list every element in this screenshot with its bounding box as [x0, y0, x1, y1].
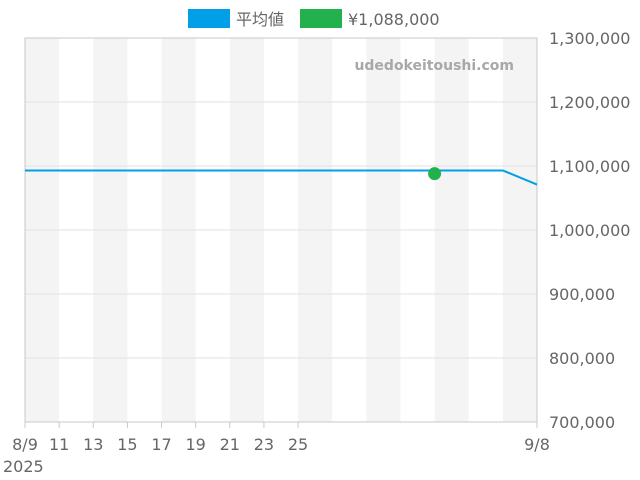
y-tick-label: 700,000 — [549, 413, 615, 432]
y-tick-label: 1,300,000 — [549, 29, 630, 48]
x-tick-label: 21 — [220, 435, 240, 454]
current-price-point — [428, 167, 442, 181]
legend-label: ¥1,088,000 — [348, 10, 440, 29]
legend-swatch — [300, 9, 342, 28]
x-tick-label: 17 — [151, 435, 171, 454]
average-price-line — [25, 169, 538, 186]
x-tick-label: 11 — [49, 435, 69, 454]
y-axis-ticks: 700,000 800,000 900,000 1,000,000 1,100,000 1… — [549, 29, 630, 432]
y-tick-label: 900,000 — [549, 285, 615, 304]
legend-swatch — [188, 9, 230, 28]
y-tick-label: 800,000 — [549, 349, 615, 368]
x-tick-label: 25 — [288, 435, 308, 454]
x-axis-ticks: 8/9 11 13 15 17 19 21 23 25 9/8 — [12, 422, 550, 454]
x-tick-label: 8/9 — [12, 435, 38, 454]
y-tick-label: 1,200,000 — [549, 93, 630, 112]
y-tick-label: 1,000,000 — [549, 221, 630, 240]
series-layer — [25, 167, 538, 186]
legend-label: 平均値 — [236, 10, 284, 29]
plot-border — [24, 37, 538, 423]
y-tick-label: 1,100,000 — [549, 157, 630, 176]
x-tick-label: 23 — [254, 435, 274, 454]
x-axis-year-label: 2025 — [3, 457, 44, 476]
x-tick-label: 19 — [185, 435, 205, 454]
legend: 平均値 ¥1,088,000 — [188, 9, 440, 29]
x-tick-label: 15 — [117, 435, 137, 454]
x-tick-label: 9/8 — [524, 435, 550, 454]
watermark: udedokeitoushi.com — [354, 58, 514, 74]
x-tick-label: 13 — [83, 435, 103, 454]
